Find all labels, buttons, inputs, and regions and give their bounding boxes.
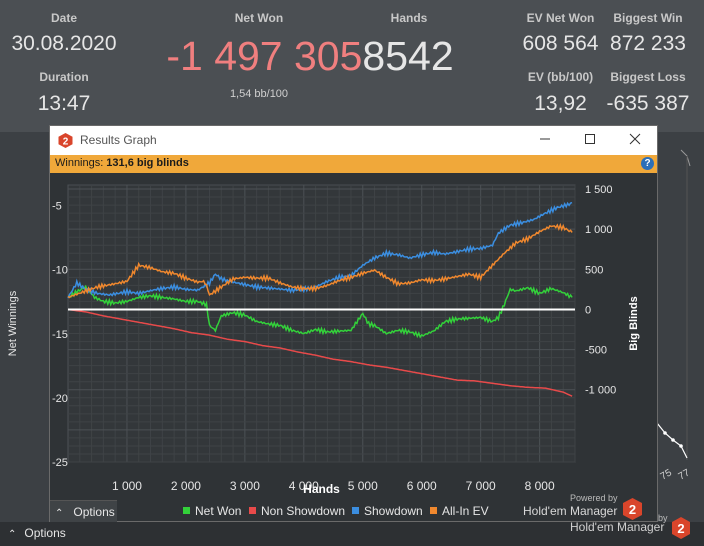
x-tick-label: 8 000 <box>525 479 555 493</box>
background-options-button[interactable]: ⌃ Options <box>2 522 72 544</box>
maximize-icon <box>585 134 595 144</box>
right-tick-label: 1 500 <box>585 184 613 196</box>
x-tick-label: 3 000 <box>230 479 260 493</box>
legend-swatch <box>430 507 437 514</box>
legend-item-net-won: Net Won <box>183 504 241 518</box>
powered-by-label: Powered by <box>570 493 618 503</box>
x-tick-label: 6 000 <box>407 479 437 493</box>
maximize-button[interactable] <box>567 126 613 155</box>
left-tick-label: -15 <box>52 329 68 341</box>
minimize-button[interactable] <box>522 126 568 155</box>
results-graph-window: 2 Results Graph Winnings: 131,6 big blind… <box>7 125 658 522</box>
legend-label: Net Won <box>195 504 242 518</box>
session-stats-panel: Date 30.08.2020 Duration 13:47 Net Won H… <box>0 0 704 132</box>
winnings-value: 131,6 big blinds <box>106 157 189 169</box>
x-tick-label: 4 000 <box>289 479 319 493</box>
biggest-win-label: Biggest Win <box>613 11 683 25</box>
right-tick-label: 500 <box>585 264 603 276</box>
right-axis-title: Big Blinds <box>628 296 640 350</box>
duration-value: 13:47 <box>37 92 91 115</box>
ev-bb100-value: 13,92 <box>534 92 587 115</box>
chart-axes: 1 000 2 000 3 000 4 000 5 000 6 000 7 000 8 000… <box>7 184 640 496</box>
series-line-non-showdown <box>67 308 573 397</box>
background-options-label: Options <box>24 526 66 540</box>
left-tick-label: -5 <box>52 201 62 213</box>
options-label: Options <box>73 505 115 519</box>
plot-area <box>67 184 576 463</box>
hands-label: Hands <box>390 11 428 25</box>
x-tick-label: 2 000 <box>171 479 201 493</box>
background-by-label: by <box>658 513 668 523</box>
legend-label: All-In EV <box>442 504 489 518</box>
hands-value: 8542 <box>362 33 454 79</box>
legend-item-all-in-ev: All-In EV <box>430 504 489 518</box>
x-tick-label: 5 000 <box>348 479 378 493</box>
biggest-loss-label: Biggest Loss <box>610 70 686 84</box>
window-titlebar[interactable]: 2 Results Graph <box>50 126 657 155</box>
minimize-icon <box>540 138 550 140</box>
chevron-up-icon: ⌃ <box>8 529 17 540</box>
x-axis-title: Hands <box>303 482 340 496</box>
legend-swatch <box>183 507 190 514</box>
svg-text:2: 2 <box>63 137 69 148</box>
right-tick-label: -500 <box>585 345 607 357</box>
chart-grid <box>67 184 576 463</box>
background-footer <box>0 522 704 546</box>
svg-text:2: 2 <box>677 521 684 536</box>
close-button[interactable] <box>612 126 658 155</box>
results-graph-chart: 1 000 2 000 3 000 4 000 5 000 6 000 7 000 8 000… <box>7 184 640 496</box>
right-tick-label: 0 <box>585 304 591 316</box>
legend-label: Showdown <box>364 504 423 518</box>
legend-item-non-showdown: Non Showdown <box>249 504 345 518</box>
legend-item-showdown: Showdown <box>352 504 423 518</box>
date-label: Date <box>50 11 77 25</box>
series-line-net-won <box>67 284 573 339</box>
ev-net-won-label: EV Net Won <box>526 11 595 25</box>
net-won-bb-rate: 1,54 bb/100 <box>229 88 289 100</box>
duration-label: Duration <box>39 70 89 84</box>
chart-series-group <box>67 201 573 397</box>
chevron-up-icon: ⌃ <box>55 508 64 519</box>
series-line-all-in-ev <box>67 222 573 299</box>
ev-bb100-label: EV (bb/100) <box>527 70 594 84</box>
left-axis-title: Net Winnings <box>7 290 19 356</box>
svg-text:2: 2 <box>629 502 636 517</box>
bg-x-tick: 75 <box>659 467 675 482</box>
biggest-loss-value: -635 387 <box>606 92 690 115</box>
legend-label: Non Showdown <box>261 504 346 518</box>
winnings-label: Winnings: <box>55 157 104 169</box>
close-icon <box>629 133 641 145</box>
x-tick-label: 1 000 <box>112 479 142 493</box>
background-chart-fragment: 75 77 <box>657 149 693 483</box>
holdem-manager-logo-icon: 2 <box>672 517 690 539</box>
ev-net-won-value: 608 564 <box>522 32 599 55</box>
bg-x-tick: 77 <box>677 467 693 482</box>
help-icon[interactable]: ? <box>641 157 654 170</box>
legend-swatch <box>352 507 359 514</box>
app-logo-icon: 2 <box>58 133 73 148</box>
date-value: 30.08.2020 <box>11 32 117 55</box>
biggest-win-value: 872 233 <box>610 32 686 55</box>
right-tick-label: 1 000 <box>585 224 613 236</box>
x-tick-label: 7 000 <box>466 479 496 493</box>
brand-label: Hold'em Manager <box>523 504 618 518</box>
holdem-manager-logo-icon: 2 <box>623 498 642 520</box>
series-line-showdown <box>67 201 573 299</box>
background-brand-label: Hold'em Manager <box>570 520 665 534</box>
left-tick-label: -10 <box>52 265 68 277</box>
net-won-label: Net Won <box>234 11 284 25</box>
left-tick-label: -20 <box>52 393 68 405</box>
left-tick-label: -25 <box>52 457 68 469</box>
legend-swatch <box>249 507 256 514</box>
right-tick-label: -1 000 <box>585 385 616 397</box>
options-button[interactable]: ⌃ Options <box>50 500 117 522</box>
net-won-and-hands-display: -1 497 3058542 <box>150 33 470 80</box>
net-won-value: -1 497 305 <box>166 33 363 79</box>
winnings-bar: Winnings: 131,6 big blinds ? <box>50 155 657 173</box>
window-title: Results Graph <box>80 133 157 147</box>
